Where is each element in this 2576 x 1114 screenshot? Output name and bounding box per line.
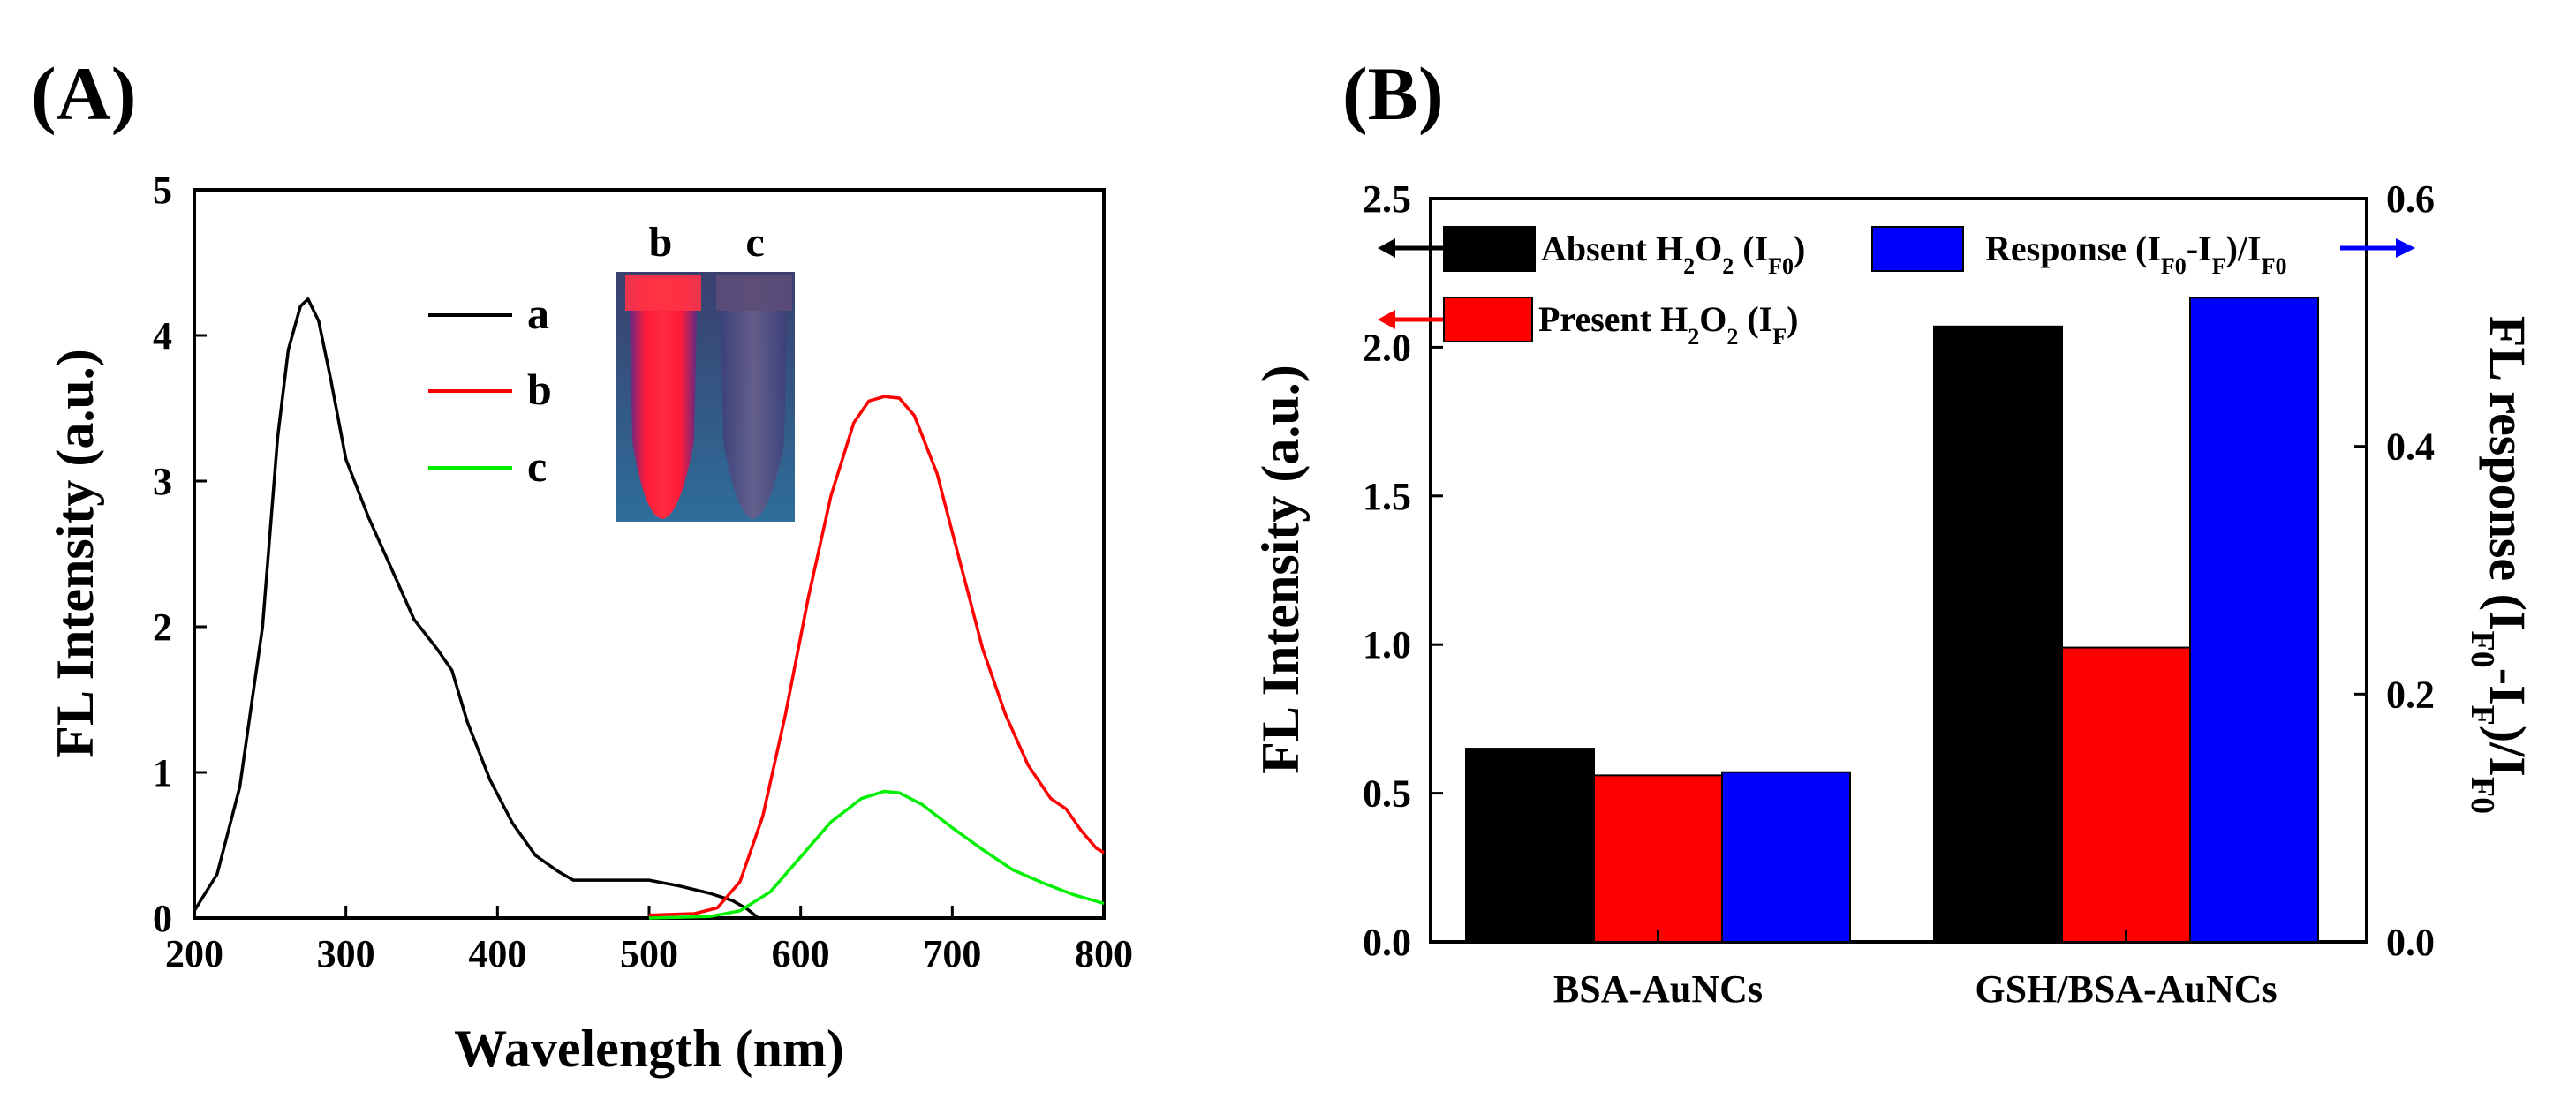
- x-tick-label: 500: [620, 932, 678, 975]
- panel-b-chart: 0.0 0.5 1.0 1.5 2.0 2.5 0.0 0.2 0.4 0.6 BSA-AuNC…: [1251, 177, 2536, 1011]
- x-axis-categories: BSA-AuNCs GSH/BSA-AuNCs: [1553, 930, 2278, 1011]
- y-tick-label: 0: [153, 897, 172, 940]
- x-axis-ticks: 200 300 400 500 600 700 800: [165, 906, 1133, 975]
- plot-b-frame: [1429, 197, 2368, 944]
- arrow-left-icon: [1378, 310, 1395, 329]
- legend-label-absent: Absent H2O2 (IF0): [1541, 229, 1805, 279]
- series-line-a: [193, 297, 759, 920]
- x-tick-label: 200: [165, 932, 223, 975]
- legend: a b c: [428, 289, 552, 491]
- x-category-label: GSH/BSA-AuNCs: [1975, 967, 2277, 1011]
- y-axis-label: FL Intensity (a.u.): [1251, 365, 1310, 773]
- y2-tick-label: 0.4: [2386, 425, 2435, 469]
- y-tick-label: 0.5: [1363, 772, 1411, 816]
- panel-b-label: (B): [1342, 51, 1444, 136]
- y-tick-label: 4: [153, 314, 172, 358]
- y-axis-left-ticks: 0.0 0.5 1.0 1.5 2.0 2.5: [1363, 177, 1443, 964]
- bar-bsa-present: [1593, 774, 1723, 944]
- arrow-right-icon: [2396, 238, 2415, 258]
- inset-vial-photo: b c: [616, 219, 795, 522]
- legend-label-present: Present H2O2 (IF): [1538, 299, 1798, 350]
- vial-c-dim: [720, 278, 788, 519]
- spectra-lines: [193, 297, 1105, 920]
- y-axis-right-ticks: 0.0 0.2 0.4 0.6: [2354, 177, 2435, 964]
- x-axis-label: Wavelength (nm): [454, 1020, 844, 1078]
- legend-swatch-response: [1871, 226, 1964, 272]
- x-tick-label: 400: [468, 932, 526, 975]
- x-tick-label: 300: [317, 932, 375, 975]
- x-tick-label: 800: [1075, 932, 1133, 975]
- bar-gsh-absent: [1933, 325, 2063, 944]
- vial-c-cap: [716, 275, 792, 311]
- y-tick-label: 3: [153, 460, 172, 503]
- legend-swatch-present: [1443, 297, 1533, 342]
- legend-label-b: b: [527, 365, 552, 414]
- bar-bsa-response: [1721, 771, 1851, 944]
- series-line-b: [648, 395, 1105, 917]
- y-tick-label: 5: [153, 169, 172, 212]
- legend-label-response: Response (IF0-IF)/IF0: [1985, 229, 2286, 279]
- y2-tick-label: 0.2: [2386, 673, 2435, 716]
- vial-b-cap: [625, 275, 701, 311]
- x-category-label: BSA-AuNCs: [1553, 967, 1763, 1011]
- bar-bsa-absent: [1465, 748, 1595, 944]
- y2-tick-label: 0.6: [2386, 177, 2435, 221]
- bars: [1465, 297, 2319, 944]
- legend-swatch-absent: [1443, 226, 1536, 272]
- y-axis-ticks: 0 1 2 3 4 5: [153, 169, 207, 940]
- panel-a-label: (A): [31, 51, 136, 136]
- y2-axis-label: FL response (IF0-IF)/IF0: [2464, 316, 2536, 814]
- y-tick-label: 2: [153, 606, 172, 649]
- panel-a-chart: 200 300 400 500 600 700 800 0 1 2 3 4 5 Wavelength …: [46, 169, 1133, 1078]
- y2-tick-label: 0.0: [2386, 921, 2435, 964]
- series-line-c: [648, 789, 1105, 920]
- inset-label-b: b: [649, 219, 673, 266]
- y-tick-label: 1.0: [1363, 623, 1411, 666]
- y-tick-label: 1.5: [1363, 475, 1411, 518]
- legend: Absent H2O2 (IF0) Present H2O2 (IF) Resp…: [1378, 226, 2415, 350]
- arrow-left-icon: [1378, 238, 1395, 258]
- vial-b-red-fluorescence: [629, 278, 698, 519]
- x-tick-label: 700: [923, 932, 981, 975]
- y-tick-label: 0.0: [1363, 921, 1411, 964]
- bar-gsh-response: [2189, 297, 2319, 943]
- inset-label-c: c: [745, 219, 764, 266]
- y-tick-label: 2.0: [1363, 326, 1411, 369]
- y-tick-label: 1: [153, 751, 172, 794]
- bar-gsh-present: [2061, 646, 2191, 943]
- y-axis-label: FL Intensity (a.u.): [46, 349, 104, 757]
- x-tick-label: 600: [772, 932, 830, 975]
- y-tick-label: 2.5: [1363, 177, 1411, 221]
- legend-label-c: c: [527, 441, 547, 491]
- legend-label-a: a: [527, 289, 549, 338]
